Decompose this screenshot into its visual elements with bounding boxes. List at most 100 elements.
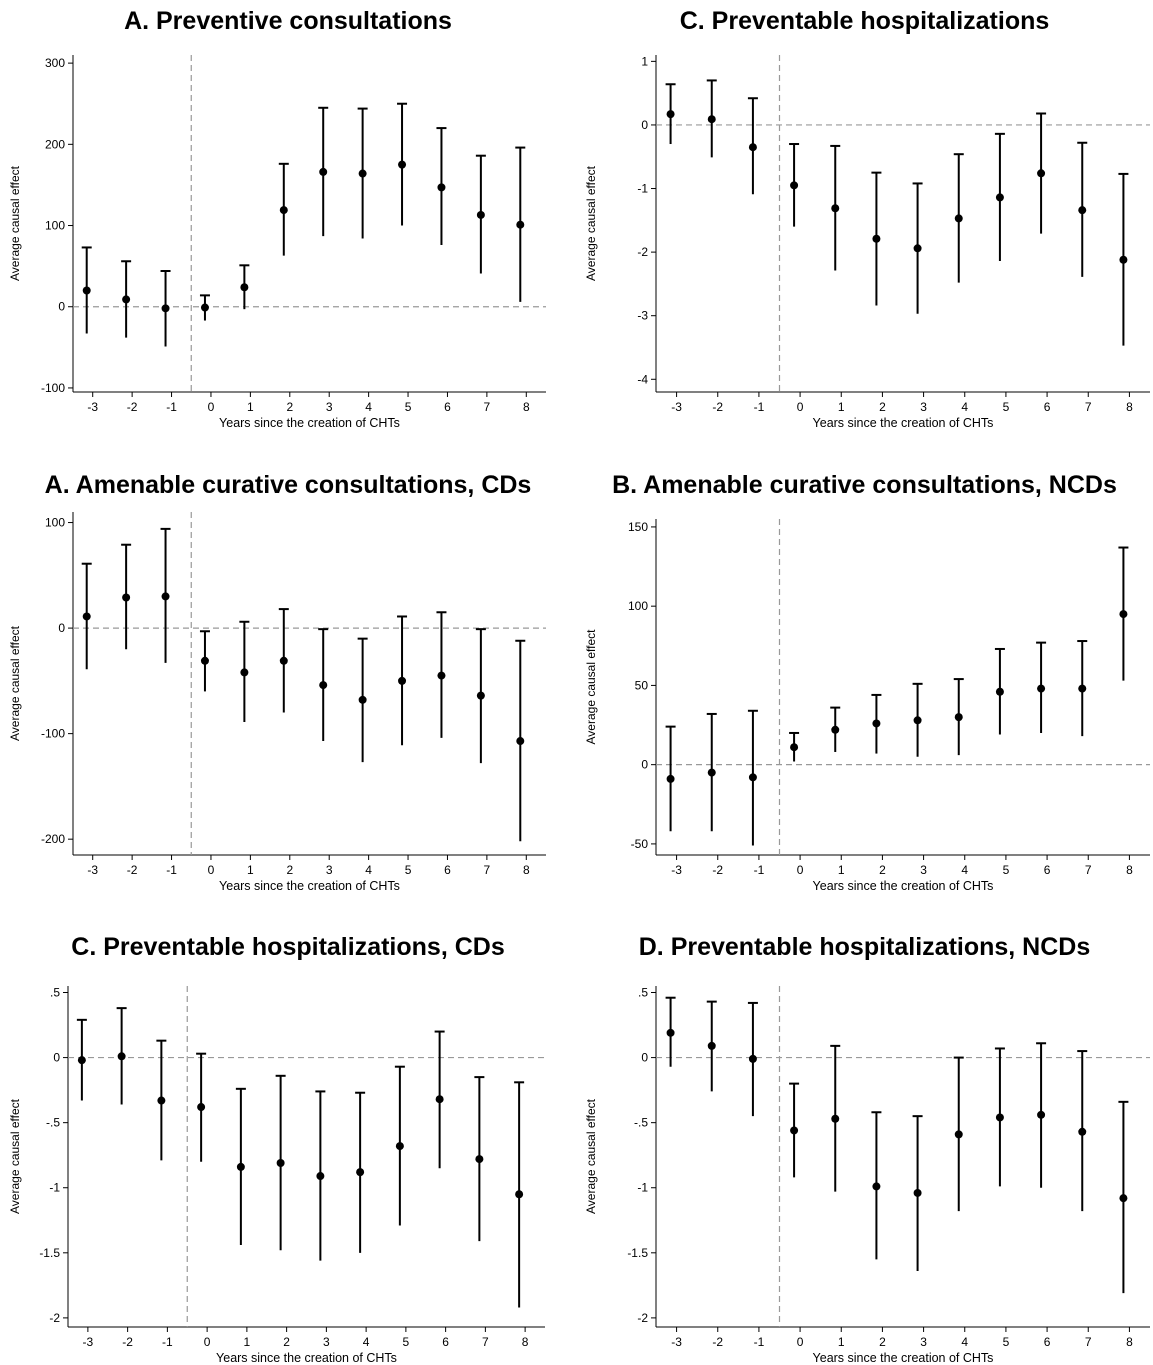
x-tick-label: 7	[482, 1335, 489, 1349]
point-estimate	[995, 1113, 1004, 1122]
data-point-group	[871, 1111, 882, 1260]
point-estimate	[161, 592, 170, 601]
point-estimate	[666, 1028, 675, 1037]
chart-svg: 300 200 100 0 -100 -3 -2 -1 0 1 2 3 4 5 6 7 8 Years since…	[8, 55, 546, 430]
chart-title: A. Preventive consultations	[124, 7, 452, 35]
y-tick-label: 0	[53, 1051, 60, 1065]
point-estimate	[358, 695, 367, 704]
x-tick-label: -2	[127, 863, 138, 877]
point-estimate	[122, 295, 131, 304]
x-tick-label: 8	[523, 400, 530, 414]
y-tick-label: 0	[641, 118, 648, 132]
data-point-group	[1077, 1050, 1088, 1212]
data-point-group	[434, 1030, 445, 1169]
x-tick-label: -3	[87, 400, 98, 414]
point-estimate	[316, 1172, 325, 1181]
data-point-group	[76, 1018, 87, 1101]
data-point-group	[156, 1039, 167, 1161]
point-estimate	[1119, 1194, 1128, 1203]
x-tick-label: -3	[83, 1335, 94, 1349]
data-point-group	[199, 630, 210, 692]
x-tick-label: 0	[204, 1335, 211, 1349]
chart-title: C. Preventable hospitalizations	[679, 7, 1050, 35]
point-estimate	[240, 668, 249, 677]
x-tick-label: 1	[838, 1335, 845, 1349]
data-point-group	[278, 162, 289, 256]
x-axis-label: Years since the creation of CHTs	[216, 1351, 397, 1365]
y-tick-label: -.5	[46, 1116, 60, 1130]
data-point-group	[160, 270, 171, 347]
x-tick-label: 5	[1003, 400, 1010, 414]
x-tick-label: 4	[365, 400, 372, 414]
y-axis-label: Average causal effect	[8, 1098, 22, 1214]
data-point-group	[278, 608, 289, 713]
data-point-group	[871, 171, 882, 306]
data-point-group	[1077, 141, 1088, 277]
point-estimate	[398, 676, 407, 685]
x-axis-label: Years since the creation of CHTs	[813, 416, 994, 430]
point-estimate	[82, 286, 91, 295]
x-tick-label: 5	[405, 863, 412, 877]
data-point-group	[315, 1090, 326, 1261]
y-tick-label: 300	[45, 56, 65, 70]
data-point-group	[235, 1087, 246, 1246]
x-tick-label: 3	[323, 1335, 330, 1349]
data-point-group	[318, 628, 329, 742]
data-point-group	[830, 144, 841, 271]
point-estimate	[748, 773, 757, 782]
data-point-group	[747, 709, 758, 846]
x-tick-label: 3	[920, 1335, 927, 1349]
data-point-group	[199, 294, 210, 321]
y-tick-label: 0	[641, 1051, 648, 1065]
point-estimate	[954, 713, 963, 722]
y-tick-label: 100	[45, 219, 65, 233]
panel-amenable-curative-ncds: B. Amenable curative consultations, NCDs…	[576, 455, 1153, 910]
x-tick-label: -2	[127, 400, 138, 414]
point-estimate	[790, 1126, 799, 1135]
data-point-group	[397, 102, 408, 226]
x-tick-label: 8	[522, 1335, 529, 1349]
data-point-group	[81, 562, 92, 670]
x-tick-label: -1	[166, 400, 177, 414]
point-estimate	[831, 725, 840, 734]
y-axis-label: Average causal effect	[584, 629, 598, 745]
point-estimate	[995, 193, 1004, 202]
data-point-group	[436, 611, 447, 738]
x-tick-label: 2	[283, 1335, 290, 1349]
data-point-group	[475, 628, 486, 764]
x-tick-label: -2	[712, 1335, 723, 1349]
x-tick-label: 8	[1126, 400, 1133, 414]
data-point-group	[318, 106, 329, 237]
x-tick-label: 6	[442, 1335, 449, 1349]
x-tick-label: 8	[1126, 1335, 1133, 1349]
x-tick-label: 2	[879, 400, 886, 414]
x-tick-label: 4	[363, 1335, 370, 1349]
data-point-group	[953, 1056, 964, 1212]
x-tick-label: 7	[1085, 1335, 1092, 1349]
panel-amenable-curative-cds: A. Amenable curative consultations, CDs …	[0, 455, 576, 910]
y-axis-label: Average causal effect	[8, 165, 22, 281]
x-tick-label: -1	[754, 1335, 765, 1349]
data-point-group	[275, 1074, 286, 1251]
panel-preventable-hospitalizations-cds: C. Preventable hospitalizations, CDs .5 0…	[0, 910, 576, 1365]
chart-title: A. Amenable curative consultations, CDs	[44, 471, 532, 499]
data-point-group	[397, 615, 408, 746]
point-estimate	[872, 719, 881, 728]
x-tick-label: 0	[797, 1335, 804, 1349]
y-tick-label: 100	[628, 599, 648, 613]
data-point-group	[747, 1001, 758, 1117]
data-point-group	[830, 1044, 841, 1192]
data-point-group	[1118, 546, 1129, 681]
data-point-group	[953, 678, 964, 756]
x-tick-label: 1	[247, 400, 254, 414]
x-axis-label: Years since the creation of CHTs	[813, 879, 994, 893]
x-tick-label: 5	[1003, 863, 1010, 877]
point-estimate	[954, 1130, 963, 1139]
x-tick-label: 6	[1044, 1335, 1051, 1349]
point-estimate	[1037, 1110, 1046, 1119]
data-point-group	[355, 1091, 366, 1253]
x-tick-label: 0	[797, 863, 804, 877]
y-tick-label: -4	[637, 372, 648, 386]
data-point-group	[1118, 172, 1129, 346]
point-estimate	[707, 1041, 716, 1050]
